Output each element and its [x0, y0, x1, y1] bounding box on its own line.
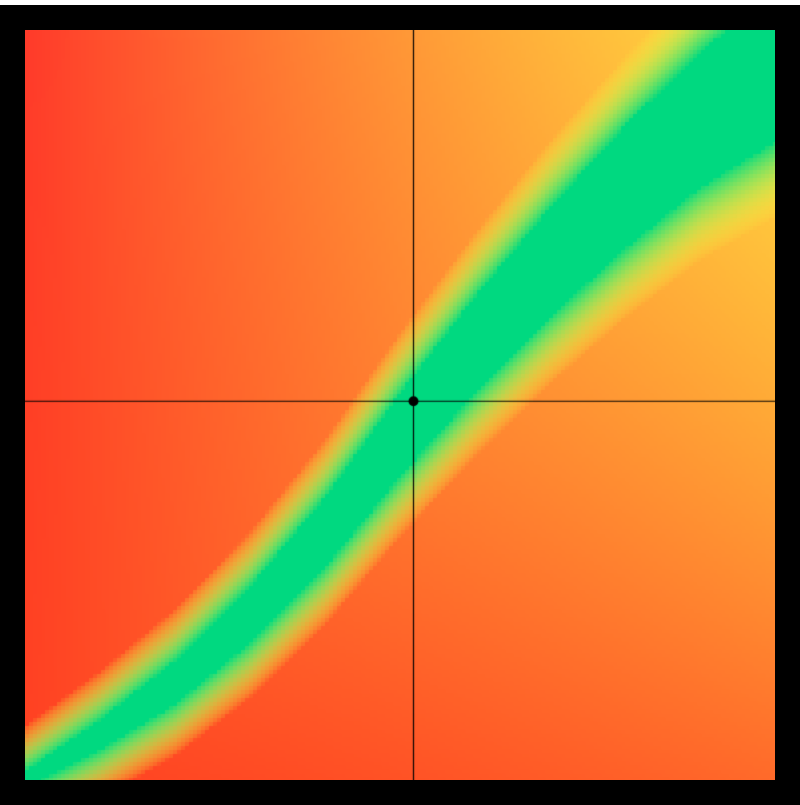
- frame-border: [0, 5, 800, 30]
- frame-border: [775, 5, 800, 805]
- overlay-canvas: [25, 30, 775, 780]
- frame-border: [0, 780, 800, 805]
- frame-border: [0, 5, 25, 805]
- chart-container: TheBottleneck.com: [0, 0, 800, 800]
